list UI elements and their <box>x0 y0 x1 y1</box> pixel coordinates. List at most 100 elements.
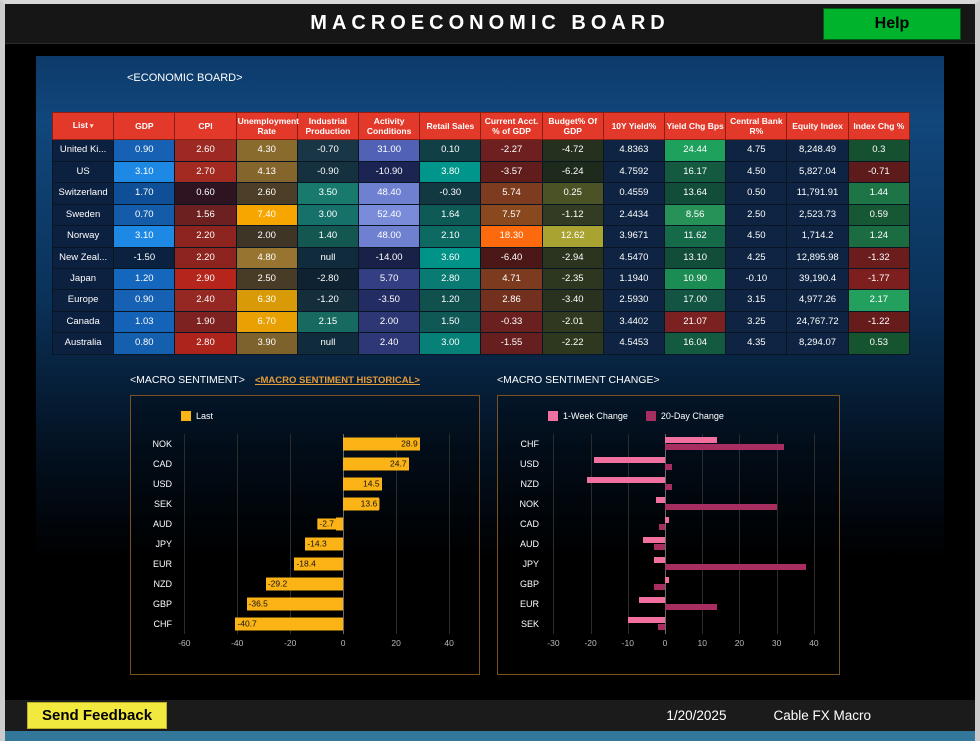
bar-value-label: 24.7 <box>388 458 409 470</box>
data-cell: null <box>296 332 360 355</box>
country-cell[interactable]: Switzerland <box>51 182 115 205</box>
bar-chf <box>235 617 344 631</box>
x-tick-label: -30 <box>547 638 560 648</box>
country-cell[interactable]: Norway <box>51 225 115 248</box>
column-header-budget-of-gdp[interactable]: Budget% Of GDP <box>541 111 604 141</box>
column-header-activity-conditions[interactable]: Activity Conditions <box>358 111 421 141</box>
macro-sentiment-change-chart: 1-Week Change 20-Day Change CHF USD NZD NOK C… <box>497 395 840 675</box>
data-cell: 5.74 <box>480 182 543 205</box>
bar-value-label: -40.7 <box>235 618 259 630</box>
table-row: Norway 3.10 2.20 2.00 1.40 48.00 2.10 18.30 12.6… <box>51 225 911 248</box>
table-row: US 3.10 2.70 4.13 -0.90 -10.90 3.80 -3.57 -6.24 4… <box>51 160 911 184</box>
economic-table: List ▾ GDP CPI Unemployment Rate Industrial … <box>51 111 911 355</box>
chart-legend: Last <box>181 408 469 424</box>
x-tick-label: 0 <box>340 638 346 648</box>
legend-item: 1-Week Change <box>548 411 628 421</box>
data-cell: 21.07 <box>664 310 727 334</box>
bar-cad <box>659 524 666 530</box>
x-tick-label: 10 <box>697 638 707 648</box>
x-tick-label: -10 <box>621 638 634 648</box>
data-cell: 11.62 <box>664 225 727 248</box>
legend-label: Last <box>196 411 214 421</box>
country-cell[interactable]: Europe <box>51 289 115 312</box>
column-header-list[interactable]: List ▾ <box>51 111 115 141</box>
data-cell: 2.50 <box>235 267 298 291</box>
chart-row: EUR -18.4 <box>143 554 469 574</box>
footer-app-name: Cable FX Macro <box>773 708 871 723</box>
table-row: Switzerland 1.70 0.60 2.60 3.50 48.40 -0.30 5.7… <box>51 182 911 205</box>
data-cell: 1.50 <box>419 310 482 334</box>
data-cell: 4.25 <box>725 246 788 270</box>
data-cell: 48.40 <box>358 182 421 205</box>
macro-sentiment-change-block: <MACRO SENTIMENT CHANGE> 1-Week Change 20… <box>497 374 840 675</box>
data-cell: 4.80 <box>235 246 298 270</box>
table-header: List ▾ GDP CPI Unemployment Rate Industrial … <box>51 111 911 141</box>
column-header-cpi[interactable]: CPI <box>174 111 237 141</box>
country-cell[interactable]: Japan <box>51 267 115 291</box>
plot-area-row <box>546 494 825 514</box>
country-cell[interactable]: US <box>51 160 115 184</box>
data-cell: 4.50 <box>725 225 788 248</box>
data-cell: -2.80 <box>296 267 360 291</box>
x-axis: -60 -40 -20 0 20 40 <box>178 638 465 652</box>
y-axis-label: SEK <box>153 499 172 509</box>
macro-sentiment-historical-link[interactable]: <MACRO SENTIMENT HISTORICAL> <box>254 375 420 386</box>
chart-row: CHF -40.7 <box>143 614 469 634</box>
data-cell: 2.40 <box>358 332 421 355</box>
data-cell: -2.35 <box>541 267 604 291</box>
country-cell[interactable]: Canada <box>51 310 115 334</box>
column-header-yield-chg-bps[interactable]: Yield Chg Bps <box>664 111 727 141</box>
table-body: United Ki... 0.90 2.60 4.30 -0.70 31.00 0.10 -2… <box>51 139 911 355</box>
column-header-equity-index[interactable]: Equity Index <box>786 111 849 141</box>
data-cell: 0.4559 <box>602 182 666 205</box>
macro-sentiment-titles: <MACRO SENTIMENT> <MACRO SENTIMENT HISTO… <box>130 374 480 390</box>
column-header-current-acct-of-gdp[interactable]: Current Acct. % of GDP <box>480 111 543 141</box>
data-cell: 1.56 <box>174 203 237 227</box>
data-cell: 8,294.07 <box>786 332 849 355</box>
bar-eur <box>639 597 666 603</box>
plot-area-row <box>546 534 825 554</box>
data-cell: 1.1940 <box>602 267 666 291</box>
y-axis-label: NZD <box>153 579 173 589</box>
data-cell: 16.17 <box>664 160 727 184</box>
gridline <box>813 434 815 634</box>
table-row: United Ki... 0.90 2.60 4.30 -0.70 31.00 0.10 -2… <box>51 139 911 162</box>
column-header-index-chg-[interactable]: Index Chg % <box>847 111 911 141</box>
legend-item: Last <box>181 411 213 421</box>
plot: CHF USD NZD NOK CAD AUD JPY GBP EUR SEK <box>510 434 829 634</box>
data-cell: -3.50 <box>358 289 421 312</box>
bar-value-label: 14.5 <box>361 478 382 490</box>
sort-arrow-icon: ▾ <box>87 123 94 131</box>
data-cell: 3.15 <box>725 289 788 312</box>
plot-area-row: 24.7 <box>179 454 465 474</box>
legend-label: 20-Day Change <box>660 411 724 421</box>
column-header-unemployment-rate[interactable]: Unemployment Rate <box>235 111 299 141</box>
bar-value-label: -18.4 <box>294 558 318 570</box>
data-cell: 6.30 <box>235 289 298 312</box>
data-cell: 2.17 <box>847 289 911 312</box>
data-cell: -3.40 <box>541 289 604 312</box>
country-cell[interactable]: New Zeal... <box>51 246 115 270</box>
data-cell: 8,248.49 <box>786 139 849 162</box>
chart-row: USD 14.5 <box>143 474 469 494</box>
bar-jpy <box>665 564 807 570</box>
country-cell[interactable]: Sweden <box>51 203 115 227</box>
column-header-industrial-production[interactable]: Industrial Production <box>296 111 360 141</box>
x-tick-label: -20 <box>584 638 597 648</box>
send-feedback-button[interactable]: Send Feedback <box>27 702 168 729</box>
column-header-central-bank-r-[interactable]: Central Bank R% <box>725 111 788 141</box>
country-cell[interactable]: United Ki... <box>51 139 115 162</box>
data-cell: 16.04 <box>664 332 727 355</box>
data-cell: 1.64 <box>419 203 482 227</box>
help-button[interactable]: Help <box>823 8 961 40</box>
column-header-retail-sales[interactable]: Retail Sales <box>419 111 482 141</box>
plot-area-row <box>546 474 825 494</box>
data-cell: 2.00 <box>358 310 421 334</box>
column-header-gdp[interactable]: GDP <box>113 111 176 141</box>
data-cell: 1.90 <box>174 310 237 334</box>
data-cell: -10.90 <box>358 160 421 184</box>
country-cell[interactable]: Australia <box>51 332 115 355</box>
chart-legend: 1-Week Change 20-Day Change <box>548 408 829 424</box>
data-cell: 3.25 <box>725 310 788 334</box>
column-header-10y-yield-[interactable]: 10Y Yield% <box>602 111 666 141</box>
